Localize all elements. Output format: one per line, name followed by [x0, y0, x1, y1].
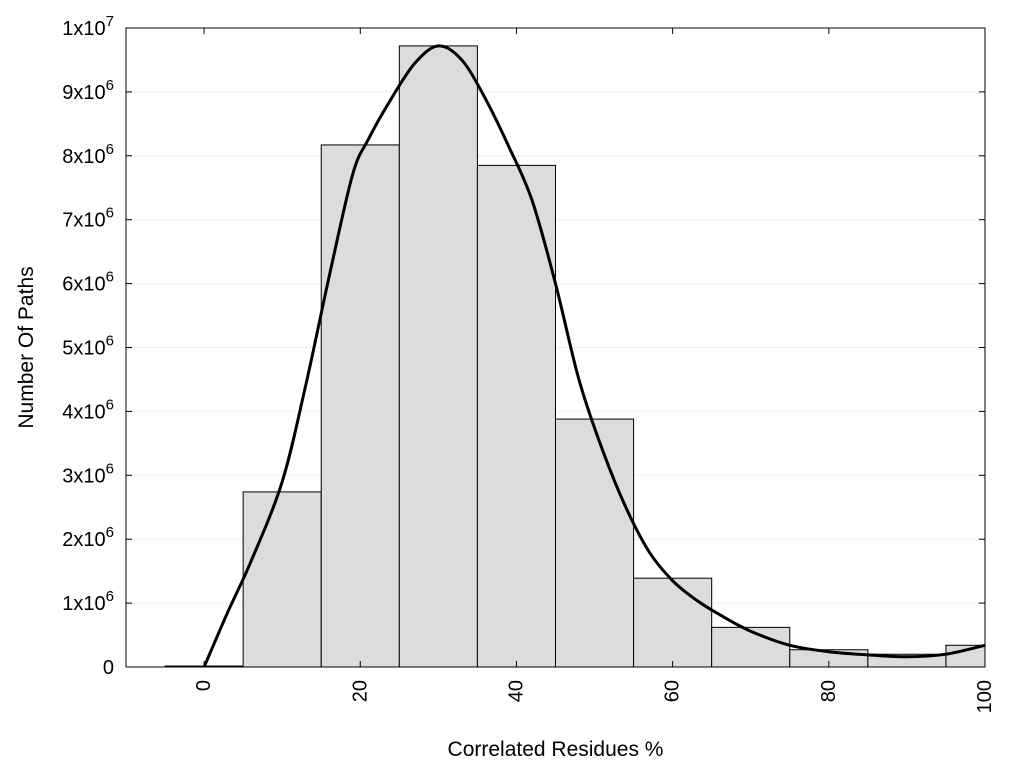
histogram-bar — [945, 644, 986, 668]
y-tick-label: 8x106 — [62, 141, 114, 168]
y-tick-label: 0 — [103, 657, 114, 679]
axis-ticks — [126, 27, 986, 668]
histogram-bar — [320, 144, 400, 668]
y-tick-label: 9x106 — [62, 77, 114, 104]
histogram-bar — [398, 45, 478, 668]
y-tick-label: 1x106 — [62, 588, 114, 615]
x-tick-label: 20 — [349, 680, 371, 702]
y-tick-label: 4x106 — [62, 396, 114, 423]
histogram-bar — [555, 418, 635, 668]
y-tick-label: 6x106 — [62, 269, 114, 296]
histogram-bar — [476, 164, 556, 668]
histogram-bar — [242, 491, 322, 668]
y-tick-label: 3x106 — [62, 460, 114, 487]
y-tick-label: 7x106 — [62, 205, 114, 232]
density-curve — [202, 44, 986, 668]
x-tick-label: 40 — [505, 680, 527, 702]
y-tick-label: 5x106 — [62, 333, 114, 360]
y-tick-labels: 0 1x106 2x106 3x106 4x106 5x106 6x106 7x106 8x10… — [62, 13, 114, 679]
y-axis-title: Number Of Paths — [15, 266, 38, 428]
x-axis-title: Correlated Residues % — [448, 738, 664, 761]
x-tick-label: 100 — [974, 680, 996, 713]
histogram-bar — [711, 626, 791, 668]
histogram-bars — [164, 45, 986, 668]
y-tick-label: 2x106 — [62, 524, 114, 551]
x-tick-label: 0 — [193, 680, 215, 691]
x-tick-label: 80 — [818, 680, 840, 702]
y-tick-label: 1x107 — [62, 13, 114, 40]
x-tick-label: 60 — [662, 680, 684, 702]
histogram-bar — [633, 577, 713, 668]
x-tick-labels: 0 20 40 60 80 100 — [193, 680, 996, 713]
